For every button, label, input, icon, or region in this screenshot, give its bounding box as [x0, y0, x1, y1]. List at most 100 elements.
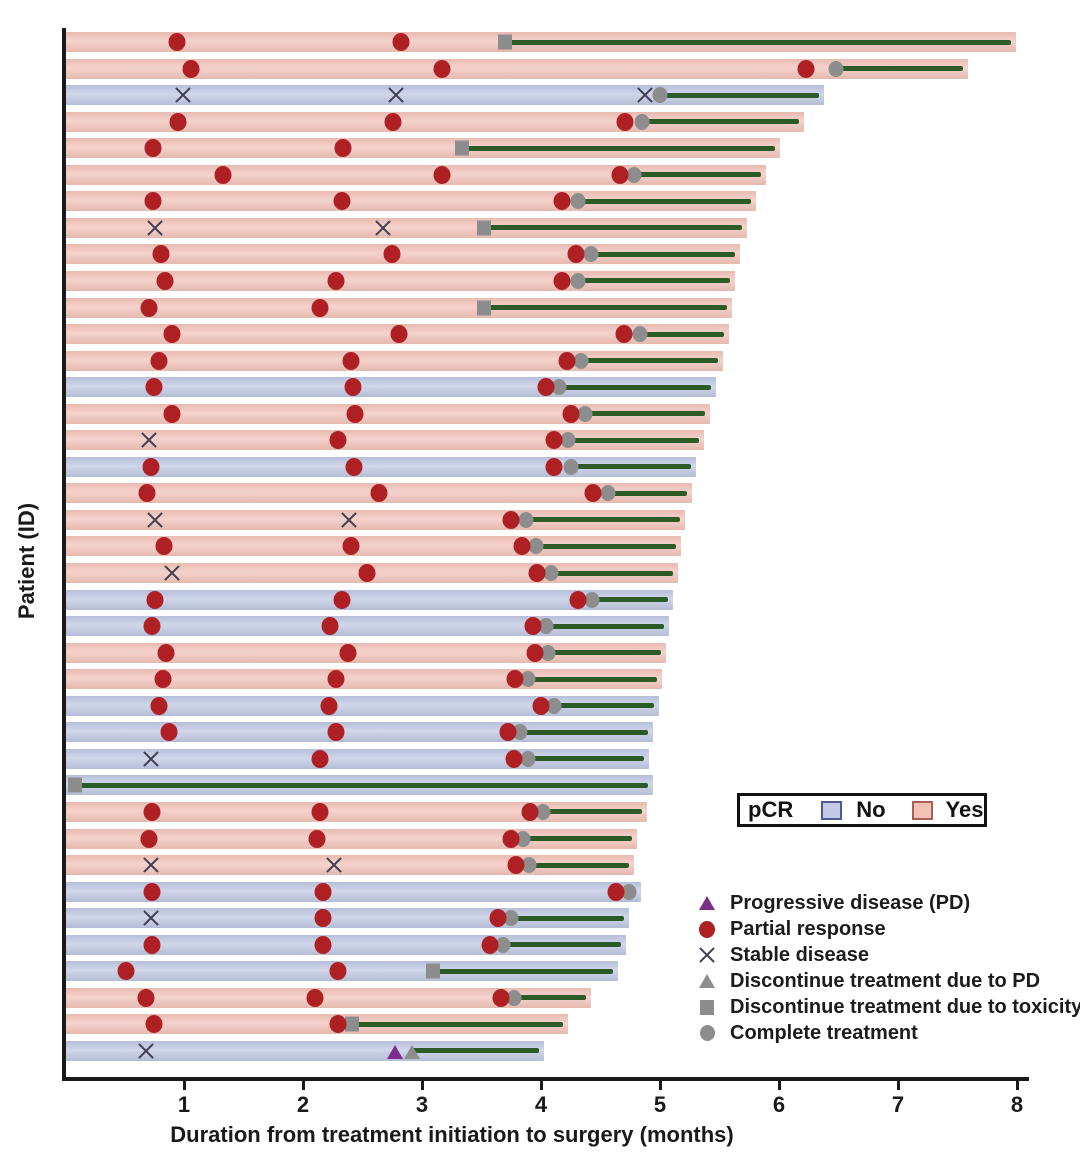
complete-treatment-marker [626, 166, 642, 183]
complete-treatment-marker [503, 910, 519, 927]
stable-disease-marker [636, 86, 654, 104]
patient-bar-pcr-yes [66, 217, 747, 238]
partial-response-marker [584, 484, 602, 503]
progressive-disease-triangle-icon [696, 892, 718, 914]
discontinue-pd-triangle-icon [696, 970, 718, 992]
post-treatment-line [577, 278, 730, 284]
patient-bar-pcr-no [66, 589, 673, 610]
patient-bar-pcr-yes [66, 801, 647, 822]
y-axis-title: Patient (ID) [14, 502, 39, 620]
partial-response-marker [528, 564, 546, 582]
patient-bar-pcr-no [66, 695, 659, 716]
partial-response-marker [526, 643, 544, 662]
partial-response-marker [433, 165, 451, 184]
partial-response-marker [169, 112, 187, 131]
partial-response-marker [499, 723, 517, 742]
partial-response-marker [545, 431, 563, 450]
complete-treatment-circle-icon [696, 1022, 718, 1044]
x-tick [658, 1081, 662, 1090]
x-tick-label: 8 [1010, 1092, 1024, 1117]
x-tick [301, 1081, 305, 1090]
stable-disease-marker [340, 511, 358, 529]
partial-response-marker [321, 617, 339, 636]
legend-label: Progressive disease (PD) [730, 891, 971, 914]
post-treatment-line [558, 384, 711, 390]
patient-bar-pcr-yes [66, 642, 666, 663]
partial-response-marker [154, 670, 172, 689]
discontinue-pd-marker [404, 1044, 421, 1059]
x-tick-label: 2 [296, 1092, 310, 1117]
patient-bar-pcr-yes [66, 1014, 569, 1035]
complete-treatment-marker [538, 618, 554, 635]
post-treatment-line [74, 782, 648, 788]
partial-response-marker [145, 378, 163, 397]
complete-treatment-marker [551, 379, 567, 396]
partial-response-marker [383, 245, 401, 264]
partial-response-marker [521, 802, 539, 821]
partial-response-marker [137, 988, 155, 1007]
pcr-no-label: No [856, 797, 886, 822]
partial-response-marker [553, 271, 571, 290]
stable-disease-marker [142, 856, 160, 874]
partial-response-marker [138, 484, 156, 503]
complete-treatment-marker [528, 538, 544, 555]
partial-response-marker [492, 988, 510, 1007]
complete-treatment-marker [540, 644, 556, 661]
legend-item-stable-disease: Stable disease [696, 942, 1080, 968]
partial-response-marker [182, 59, 200, 78]
x-tick [182, 1081, 186, 1090]
pcr-legend: pCR No Yes [737, 793, 987, 827]
partial-response-marker [311, 298, 329, 317]
post-treatment-line [639, 331, 724, 337]
complete-treatment-marker [543, 565, 559, 581]
partial-response-marker [142, 457, 160, 476]
post-treatment-line [505, 39, 1011, 45]
patient-bar-pcr-yes [66, 297, 733, 318]
partial-response-marker [143, 935, 161, 954]
patient-bar-pcr-no [66, 748, 650, 769]
post-treatment-line [483, 225, 742, 231]
x-tick [777, 1081, 781, 1090]
patient-bar-pcr-no [66, 881, 641, 902]
partial-response-marker [155, 537, 173, 556]
partial-response-marker [545, 457, 563, 476]
patient-bar-pcr-yes [66, 138, 780, 159]
complete-treatment-marker [634, 113, 650, 130]
complete-treatment-marker [600, 485, 616, 502]
partial-response-marker [333, 192, 351, 211]
partial-response-marker [607, 882, 625, 901]
post-treatment-line [513, 995, 586, 1001]
partial-response-marker [146, 590, 164, 609]
discontinue-toxicity-marker [476, 220, 491, 236]
partial-response-marker [344, 378, 362, 397]
stable-disease-marker [140, 431, 158, 449]
x-tick-label: 1 [177, 1092, 191, 1117]
partial-response-circle-icon [696, 918, 718, 940]
partial-response-marker [329, 1015, 346, 1034]
partial-response-marker [489, 909, 507, 928]
legend-label: Partial response [730, 917, 886, 940]
partial-response-marker [156, 271, 174, 290]
partial-response-marker [150, 351, 168, 370]
post-treatment-line [568, 437, 699, 443]
patient-bar-pcr-yes [66, 164, 766, 185]
patient-bar-pcr-yes [66, 987, 591, 1008]
partial-response-marker [144, 192, 162, 211]
discontinue-toxicity-square-icon [696, 996, 718, 1018]
complete-treatment-marker [515, 830, 531, 847]
partial-response-marker [140, 829, 158, 848]
post-treatment-line [577, 198, 752, 204]
complete-treatment-marker [512, 724, 528, 741]
partial-response-marker [143, 882, 161, 901]
post-treatment-line [836, 66, 963, 72]
post-treatment-line [554, 703, 654, 709]
legend-label: Stable disease [730, 943, 869, 966]
legend-label: Discontinue treatment due to toxicity [730, 995, 1080, 1018]
legend-item-partial-response: Partial response [696, 916, 1080, 942]
patient-bar-pcr-no [66, 908, 629, 929]
stable-disease-marker [174, 86, 192, 104]
complete-treatment-marker [546, 697, 562, 714]
partial-response-marker [329, 962, 346, 981]
legend-item-discontinue-toxicity: Discontinue treatment due to toxicity [696, 994, 1080, 1020]
discontinue-toxicity-marker [455, 140, 470, 156]
